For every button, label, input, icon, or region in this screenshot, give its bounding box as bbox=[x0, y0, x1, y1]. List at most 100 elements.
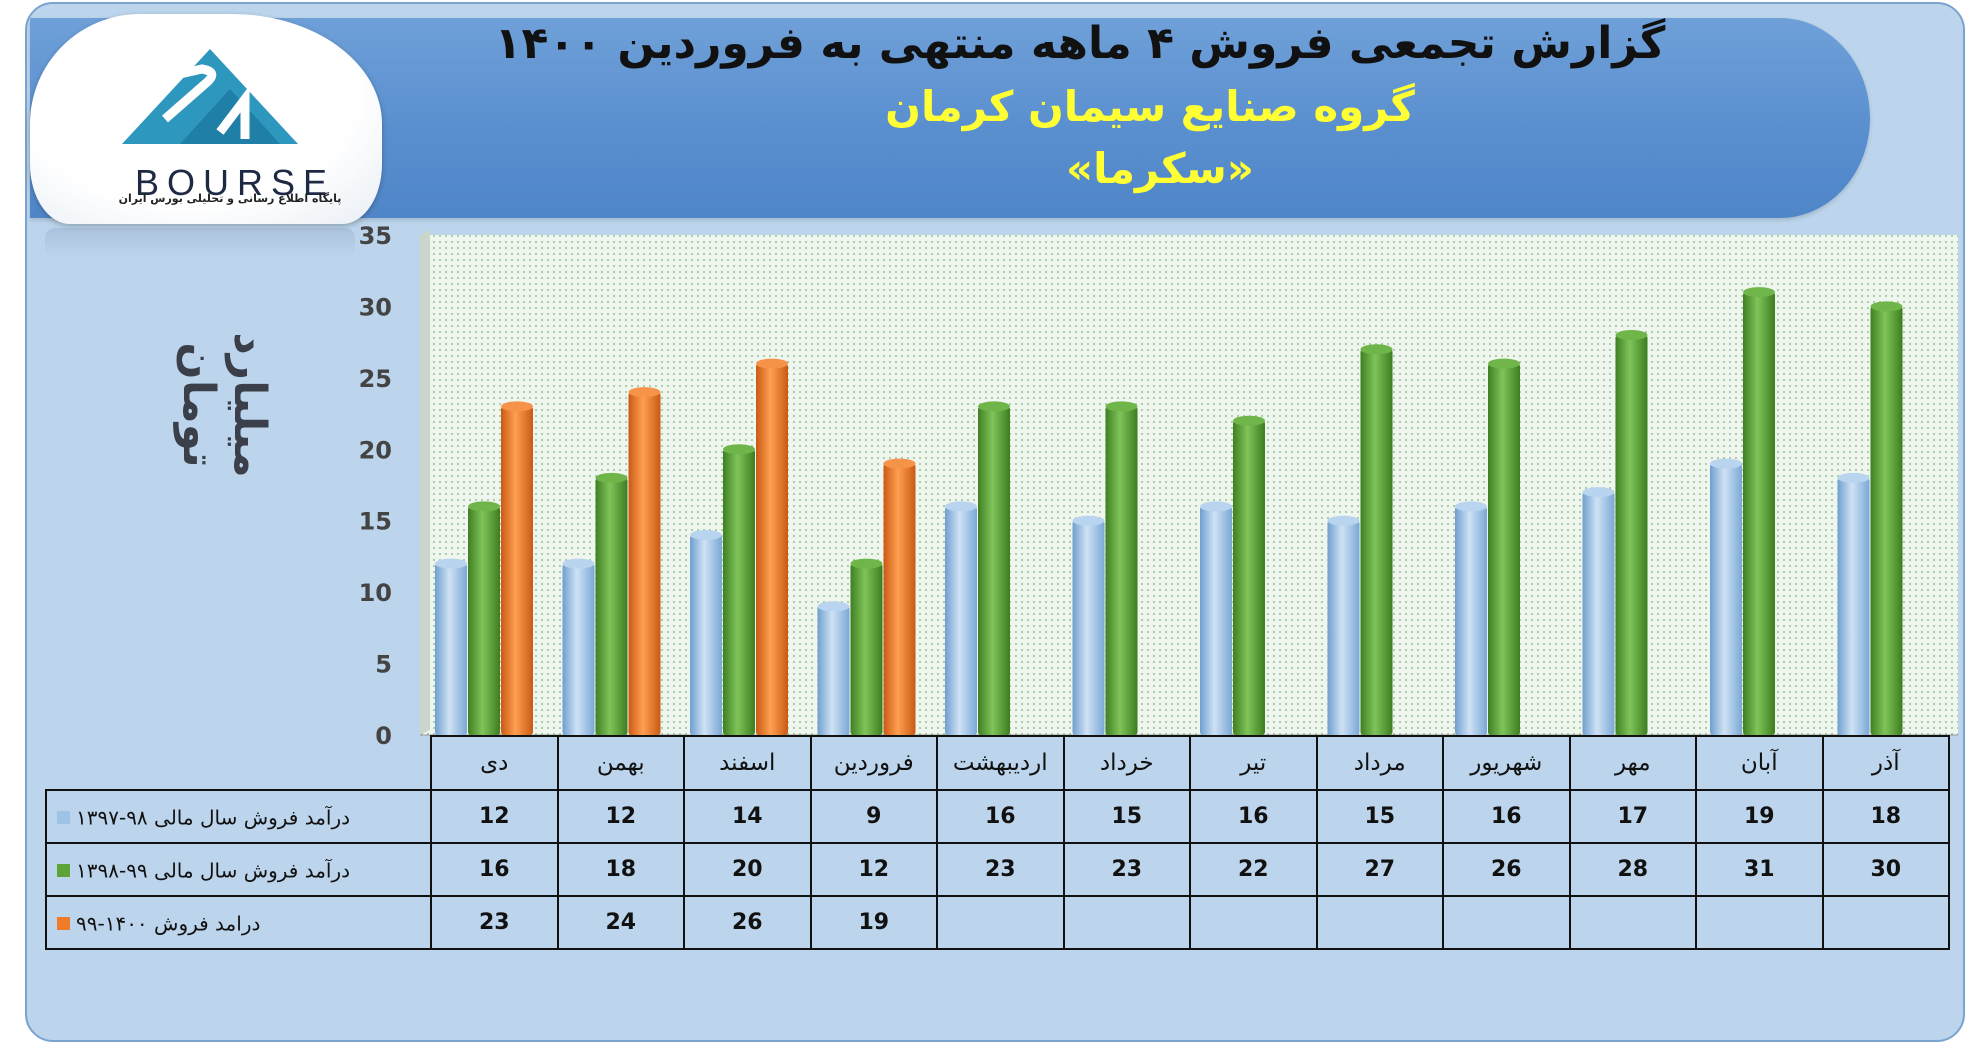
data-label: 24 bbox=[556, 895, 685, 950]
plot-area bbox=[420, 235, 1958, 735]
bar-cap bbox=[1743, 287, 1775, 298]
bar bbox=[1488, 363, 1520, 735]
data-label: 18 bbox=[556, 842, 685, 897]
data-table: دی بهمن اسفند فروردین اردیبهشت خرداد تیر مرداد ش… bbox=[45, 735, 1950, 950]
bar bbox=[978, 406, 1010, 735]
y-tick-label: 15 bbox=[359, 508, 392, 536]
legend-entry: درآمد فروش سال مالی ۹۸-۱۳۹۷ bbox=[45, 789, 432, 844]
bar-cap bbox=[690, 530, 722, 540]
x-tick-label: بهمن bbox=[556, 735, 685, 791]
data-label: 23 bbox=[936, 842, 1065, 897]
data-label: 15 bbox=[1062, 789, 1191, 844]
bar-cap bbox=[562, 558, 595, 569]
bar bbox=[1870, 306, 1903, 735]
legend-entry: درآمد فروش سال مالی ۹۹-۱۳۹۸ bbox=[45, 842, 432, 897]
bar bbox=[756, 363, 788, 735]
plot-wall bbox=[420, 230, 430, 735]
x-tick-label: دی bbox=[430, 735, 559, 791]
series-name: درآمد فروش سال مالی ۹۸-۱۳۹۷ bbox=[76, 805, 351, 830]
legend-swatch bbox=[57, 810, 70, 824]
data-label: 23 bbox=[1062, 842, 1191, 897]
data-label: 28 bbox=[1568, 842, 1697, 897]
bar-cap bbox=[1870, 301, 1903, 312]
table-corner bbox=[46, 736, 432, 791]
y-tick-label: 5 bbox=[375, 651, 392, 679]
data-label bbox=[1062, 895, 1191, 950]
bar-cap bbox=[1837, 472, 1870, 483]
chart-title: گزارش تجمعی فروش ۴ ماهه منتهی به فروردین… bbox=[494, 18, 1666, 69]
bar bbox=[435, 563, 467, 735]
data-label: 14 bbox=[683, 789, 812, 844]
y-tick-label: 20 bbox=[359, 436, 392, 464]
data-label bbox=[1821, 895, 1950, 950]
bar bbox=[883, 463, 916, 735]
bar bbox=[1455, 506, 1487, 735]
logo-wordmark: BOURSE bbox=[134, 162, 336, 203]
data-label: 26 bbox=[1442, 842, 1571, 897]
bar bbox=[945, 506, 977, 735]
bar-cap bbox=[435, 558, 467, 569]
data-label: 19 bbox=[809, 895, 938, 950]
x-tick-label: آذر bbox=[1821, 735, 1950, 791]
bar-cap bbox=[1200, 501, 1232, 512]
bar bbox=[1837, 477, 1870, 735]
x-tick-label: مهر bbox=[1568, 735, 1697, 791]
data-label: 30 bbox=[1821, 842, 1950, 897]
bar-cap bbox=[1615, 330, 1648, 340]
data-label: 15 bbox=[1315, 789, 1444, 844]
bar-cap bbox=[1360, 344, 1393, 355]
bar-cap bbox=[628, 387, 661, 398]
bar-cap bbox=[945, 501, 977, 512]
bar-cap bbox=[468, 501, 500, 512]
bar bbox=[501, 406, 533, 735]
legend-swatch bbox=[57, 916, 70, 930]
series-name: درامد فروش ۱۴۰۰-۹۹ bbox=[76, 911, 261, 936]
bar-cap bbox=[1710, 458, 1742, 469]
data-label: 16 bbox=[1189, 789, 1318, 844]
data-label: 12 bbox=[430, 789, 559, 844]
y-tick-label: 30 bbox=[359, 293, 392, 321]
y-tick-label: 25 bbox=[359, 365, 392, 393]
data-label bbox=[1189, 895, 1318, 950]
legend-swatch bbox=[57, 863, 70, 877]
bar-cap bbox=[1582, 487, 1615, 498]
bar bbox=[1360, 349, 1393, 735]
data-label: 12 bbox=[809, 842, 938, 897]
table-row: درامد فروش ۱۴۰۰-۹۹ 23 24 26 19 bbox=[45, 895, 1950, 950]
bar-cap bbox=[723, 444, 755, 455]
bar bbox=[1072, 520, 1105, 735]
bar bbox=[468, 506, 500, 735]
bar bbox=[817, 606, 850, 735]
table-row: درآمد فروش سال مالی ۹۹-۱۳۹۸ 16 18 20 12 23 23 2… bbox=[45, 842, 1950, 897]
y-tick-label: 10 bbox=[359, 579, 392, 607]
data-label: 22 bbox=[1189, 842, 1318, 897]
bar bbox=[1582, 492, 1615, 735]
bar-cap bbox=[1105, 401, 1138, 412]
data-label bbox=[1695, 895, 1824, 950]
bar-cap bbox=[501, 401, 533, 412]
x-tick-label: شهریور bbox=[1442, 735, 1571, 791]
data-label: 16 bbox=[1442, 789, 1571, 844]
bar bbox=[850, 563, 883, 735]
logo-mark-icon bbox=[122, 49, 298, 144]
data-label bbox=[1568, 895, 1697, 950]
data-label bbox=[1442, 895, 1571, 950]
data-label: 20 bbox=[683, 842, 812, 897]
data-label: 12 bbox=[556, 789, 685, 844]
bar-cap bbox=[1072, 515, 1105, 526]
bar bbox=[562, 563, 595, 735]
y-tick-label: 35 bbox=[359, 222, 392, 250]
x-tick-label: اسفند bbox=[683, 735, 812, 791]
x-tick-label: فروردین bbox=[809, 735, 938, 791]
bar bbox=[628, 392, 661, 735]
bar-cap bbox=[978, 401, 1010, 412]
bar-cap bbox=[850, 558, 883, 569]
bar bbox=[1743, 292, 1775, 735]
company-name: گروه صنایع سیمان کرمان bbox=[885, 82, 1415, 131]
logo-tagline: پایگاه اطلاع رسانی و تحلیلی بورس ایران bbox=[118, 192, 342, 205]
x-tick-label: خرداد bbox=[1062, 735, 1191, 791]
data-label: 23 bbox=[430, 895, 559, 950]
series-name: درآمد فروش سال مالی ۹۹-۱۳۹۸ bbox=[76, 858, 351, 883]
bar bbox=[1710, 463, 1742, 735]
